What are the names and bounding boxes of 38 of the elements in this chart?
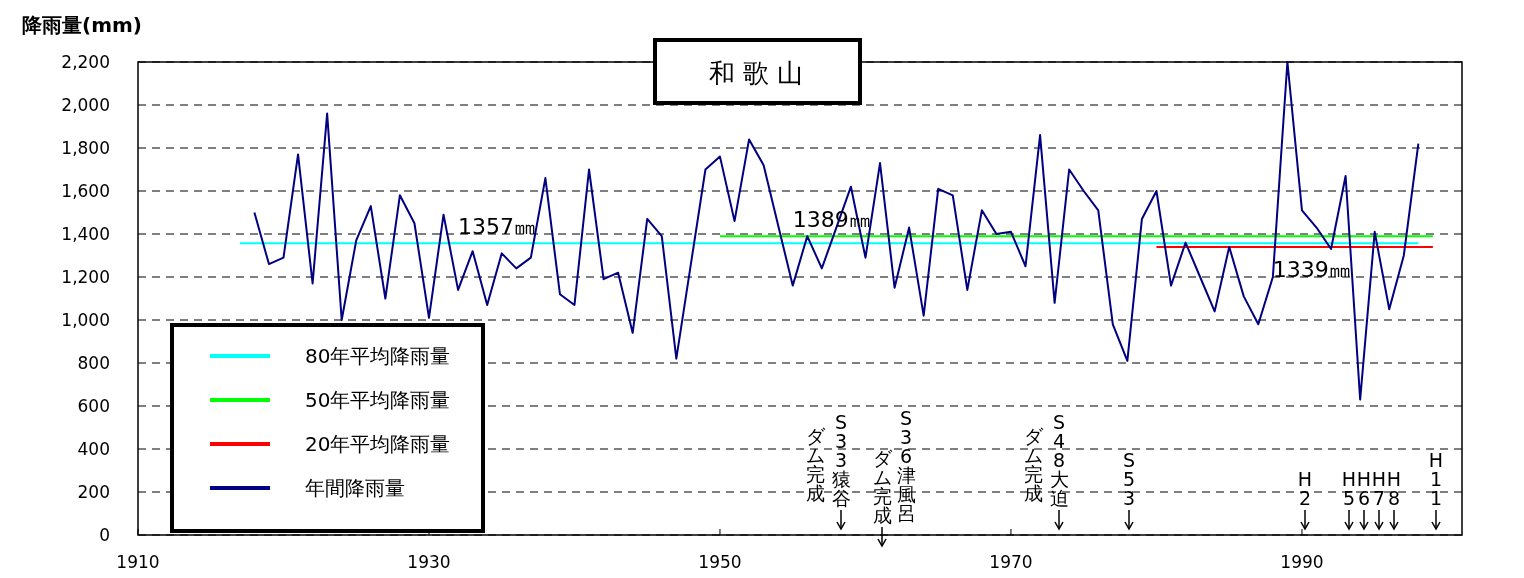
x-tick-label: 1990 [1280, 552, 1324, 572]
annotation: H6 [1356, 468, 1372, 509]
y-tick-label: 400 [77, 439, 110, 459]
y-tick-label: 1,800 [61, 138, 110, 158]
y-tick-label: 1,000 [61, 310, 110, 330]
y-tick-label: 2,000 [61, 95, 110, 115]
x-tick-label: 1910 [116, 552, 160, 572]
y-tick-label: 1,400 [61, 224, 110, 244]
x-tick-label: 1970 [989, 552, 1033, 572]
y-tick-label: 800 [77, 353, 110, 373]
legend-label: 20年平均降雨量 [305, 432, 451, 456]
annotation: S36津風呂 [896, 407, 916, 524]
legend-label: 50年平均降雨量 [305, 388, 451, 412]
annotation: ダム完成 [805, 425, 826, 504]
y-tick-label: 0 [99, 525, 110, 545]
annotation: H8 [1386, 468, 1402, 509]
y-tick-label: 1,600 [61, 181, 110, 201]
annotation: H11 [1428, 449, 1444, 509]
x-tick-label: 1950 [698, 552, 742, 572]
annotation: H2 [1297, 468, 1313, 509]
y-tick-label: 200 [77, 482, 110, 502]
annotation: S53 [1122, 449, 1136, 509]
annotation: S48大迫 [1049, 411, 1069, 509]
annotation: H5 [1341, 468, 1357, 509]
annotation: 1357㎜ [458, 214, 537, 240]
annotation: H7 [1371, 468, 1387, 509]
annotation: 1339㎜ [1272, 257, 1351, 283]
annotation: ダム完成 [872, 447, 893, 526]
y-tick-label: 1,200 [61, 267, 110, 287]
annotation: S33猿谷 [831, 411, 851, 509]
x-tick-label: 1930 [407, 552, 451, 572]
legend-label: 80年平均降雨量 [305, 344, 451, 368]
y-tick-label: 600 [77, 396, 110, 416]
annotation: ダム完成 [1023, 425, 1044, 504]
y-axis-title: 降雨量(mm) [22, 13, 142, 37]
legend-label: 年間降雨量 [305, 476, 405, 500]
chart-title: 和歌山 [709, 58, 811, 88]
y-tick-label: 2,200 [61, 52, 110, 72]
